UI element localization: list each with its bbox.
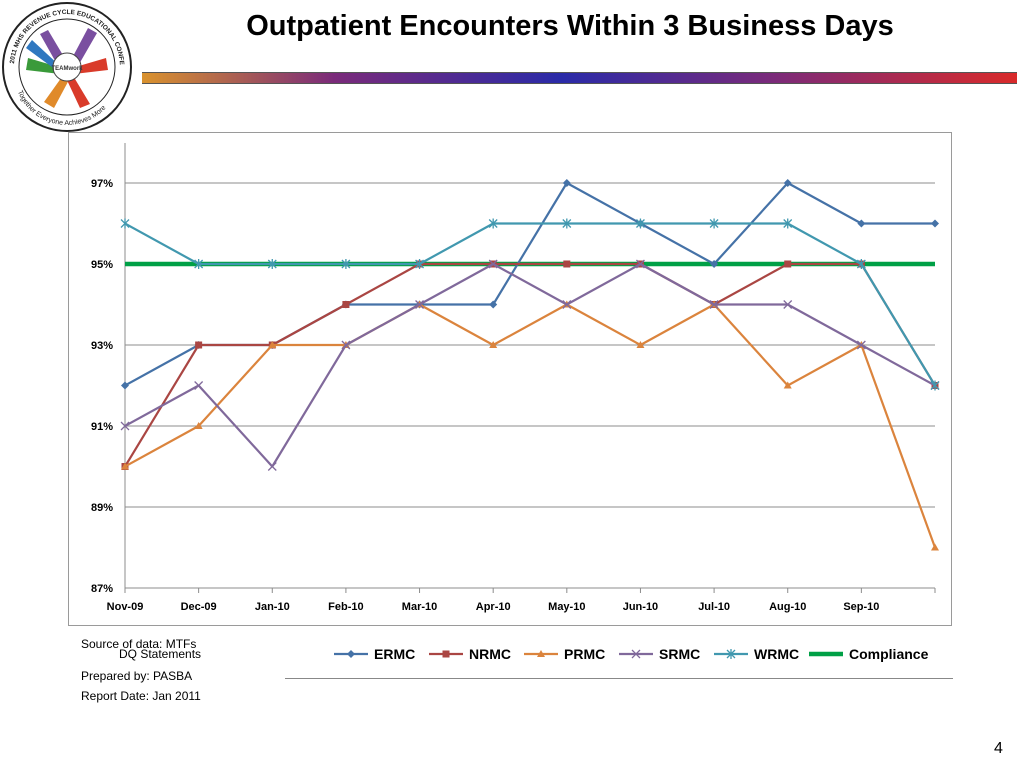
data-point	[563, 260, 571, 268]
y-tick-label: 89%	[91, 502, 113, 514]
x-tick-label: Dec-09	[181, 601, 217, 613]
data-point	[341, 340, 351, 350]
y-tick-label: 97%	[91, 178, 113, 190]
x-tick-label: Nov-09	[107, 601, 144, 613]
data-point	[784, 260, 792, 268]
data-point	[709, 218, 719, 229]
x-tick-label: Jan-10	[255, 601, 290, 613]
data-point	[930, 380, 940, 391]
data-point	[931, 219, 939, 228]
data-point	[267, 259, 277, 269]
chart-legend: ERMC NRMC PRMC SRMC WRMC Compliance	[334, 646, 929, 662]
data-point	[121, 381, 129, 390]
x-tick-label: Apr-10	[476, 601, 511, 613]
data-point	[268, 341, 277, 348]
data-point	[783, 300, 793, 309]
logo-center-text: TEAMwork	[51, 66, 83, 72]
data-point	[635, 259, 645, 269]
data-point	[489, 300, 498, 309]
data-point	[783, 179, 792, 187]
data-point	[341, 259, 351, 269]
source-notes: Source of data: MTFs DQ Statements Prepa…	[81, 634, 201, 706]
data-point	[562, 218, 572, 229]
data-point	[194, 381, 204, 390]
data-point	[415, 300, 425, 309]
data-point	[710, 260, 719, 268]
data-point	[636, 341, 645, 348]
slide-title: Outpatient Encounters Within 3 Business …	[246, 10, 894, 42]
data-point	[562, 179, 571, 187]
y-tick-label: 87%	[91, 583, 113, 595]
x-tick-label: Mar-10	[402, 601, 437, 613]
series-line-srmc	[124, 262, 936, 468]
data-point	[488, 259, 498, 269]
hands-emblem	[26, 28, 108, 108]
x-tick-label: Feb-10	[328, 601, 363, 613]
data-point	[267, 462, 277, 471]
x-tick-label: Jun-10	[623, 601, 658, 613]
y-tick-label: 91%	[91, 421, 113, 433]
x-tick-label: Sep-10	[843, 601, 879, 613]
line-chart: 97% 95% 93% 91% 89% 87% Nov-09 Dec-09 Jan-10 Feb-…	[91, 143, 940, 613]
source-cont: DQ Statements	[119, 647, 202, 661]
data-point	[489, 341, 498, 348]
data-point	[415, 259, 425, 269]
title-divider	[142, 72, 1017, 84]
legend-label: ERMC	[374, 646, 415, 662]
series-line-prmc	[124, 303, 937, 548]
page-number: 4	[994, 740, 1003, 757]
data-point	[783, 381, 792, 389]
data-point	[195, 341, 203, 349]
y-tick-label: 95%	[91, 259, 113, 271]
data-point	[120, 421, 130, 431]
data-point	[488, 218, 498, 229]
data-point	[194, 259, 204, 269]
legend-divider	[285, 678, 953, 679]
legend-marker	[726, 649, 736, 659]
data-point	[194, 422, 203, 429]
data-point	[856, 340, 866, 350]
legend-marker	[631, 649, 641, 659]
data-point	[783, 218, 793, 229]
data-point	[121, 462, 129, 470]
legend-label: Compliance	[849, 646, 929, 662]
data-point	[635, 218, 645, 229]
series-line-wrmc	[124, 222, 936, 387]
report-date: Report Date: Jan 2011	[81, 689, 201, 703]
data-point	[120, 218, 130, 229]
data-point	[342, 301, 350, 308]
conference-logo: TEAMwork 2011 MHS REVENUE CYCLE EDUCATIO…	[0, 0, 132, 132]
chart-frame: 97% 95% 93% 91% 89% 87% Nov-09 Dec-09 Jan-10 Feb-…	[68, 132, 952, 626]
data-point	[857, 219, 866, 228]
legend-marker	[347, 650, 355, 658]
data-point	[931, 543, 939, 551]
data-point	[856, 259, 866, 269]
legend-marker	[537, 650, 545, 657]
legend-marker	[442, 650, 450, 658]
x-tick-label: May-10	[548, 601, 585, 613]
legend-label: NRMC	[469, 646, 511, 662]
data-point	[709, 300, 719, 309]
x-tick-label: Aug-10	[769, 601, 806, 613]
x-tick-label: Jul-10	[698, 601, 730, 613]
legend-label: PRMC	[564, 646, 605, 662]
prepared-by: Prepared by: PASBA	[81, 669, 193, 683]
legend-label: WRMC	[754, 646, 799, 662]
source-label: Source of data: MTFs	[81, 637, 197, 651]
data-point	[562, 300, 572, 309]
series-line-nrmc	[124, 262, 936, 468]
legend-label: SRMC	[659, 646, 700, 662]
y-tick-label: 93%	[91, 340, 113, 352]
